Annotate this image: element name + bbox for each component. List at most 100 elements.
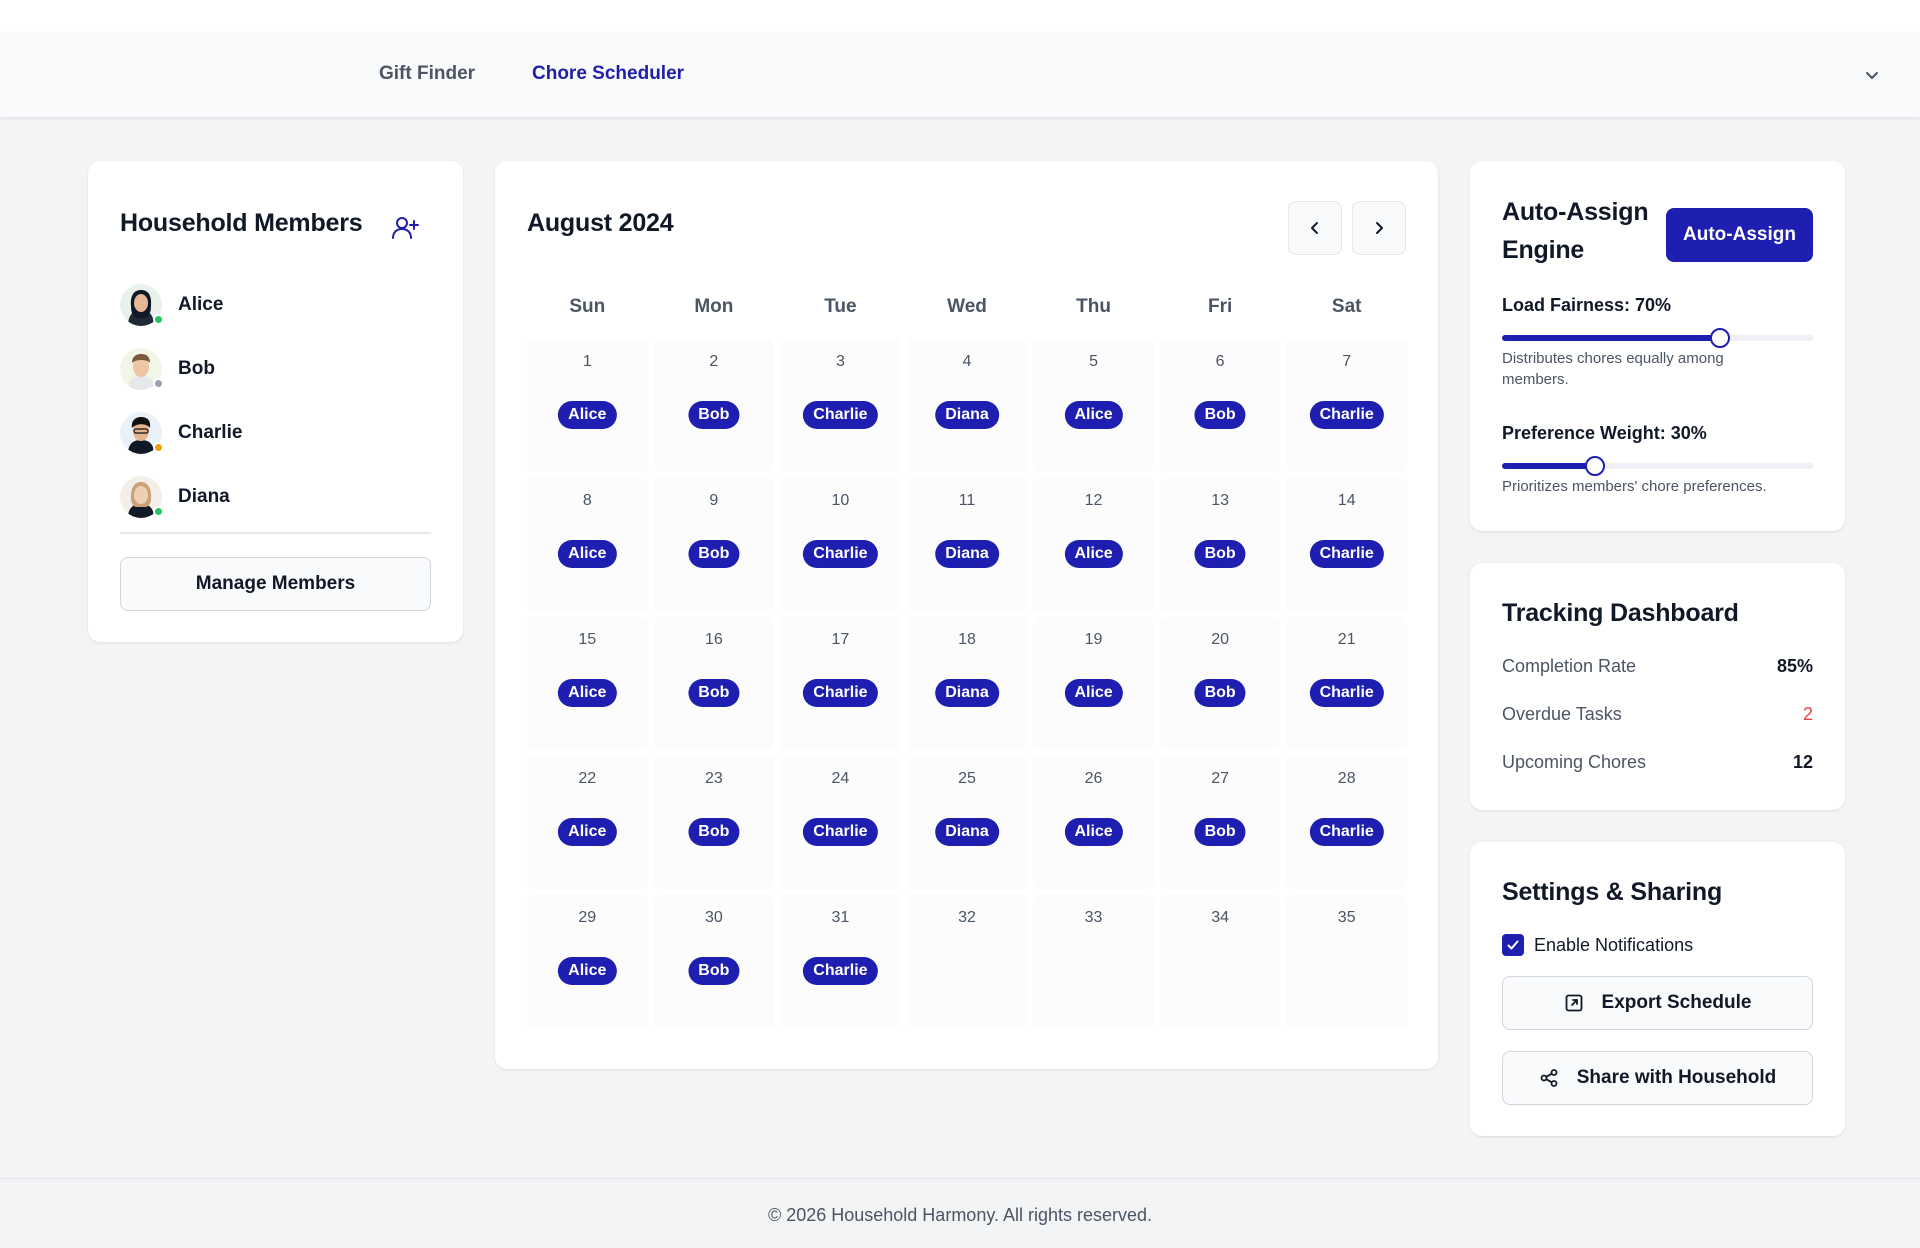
chore-assignee-badge[interactable]: Bob xyxy=(688,401,740,429)
calendar-day[interactable]: 12 Alice xyxy=(1033,478,1154,611)
chore-assignee-badge[interactable]: Bob xyxy=(688,679,740,707)
status-dot xyxy=(153,506,164,517)
calendar-day[interactable]: 20 Bob xyxy=(1159,617,1281,750)
chore-assignee-badge[interactable]: Charlie xyxy=(803,401,878,429)
slider-fill xyxy=(1502,335,1720,341)
next-month-button[interactable] xyxy=(1352,201,1406,255)
member-bob[interactable]: Bob xyxy=(120,337,431,401)
chevron-left-icon xyxy=(1311,222,1318,234)
prev-month-button[interactable] xyxy=(1288,201,1342,255)
calendar-day[interactable]: 21 Charlie xyxy=(1286,617,1407,750)
chevron-down-icon[interactable] xyxy=(1862,65,1882,85)
member-diana[interactable]: Diana xyxy=(120,465,431,529)
calendar-day[interactable]: 17 Charlie xyxy=(780,617,901,750)
notifications-label: Enable Notifications xyxy=(1534,934,1694,955)
calendar-day[interactable]: 16 Bob xyxy=(653,617,775,750)
nav-chore-scheduler[interactable]: Chore Scheduler xyxy=(532,63,685,84)
calendar-day[interactable]: 13 Bob xyxy=(1159,478,1281,611)
chore-assignee-badge[interactable]: Alice xyxy=(1064,679,1123,707)
chore-assignee-badge[interactable]: Diana xyxy=(935,679,999,707)
calendar-day[interactable]: 25 Diana xyxy=(906,756,1028,889)
chore-assignee-badge[interactable]: Diana xyxy=(935,401,999,429)
calendar-day[interactable]: 7 Charlie xyxy=(1286,339,1407,472)
enable-notifications-checkbox[interactable]: Enable Notifications xyxy=(1502,934,1693,956)
calendar-day[interactable]: 24 Charlie xyxy=(780,756,901,889)
chore-assignee-badge[interactable]: Charlie xyxy=(1309,540,1384,568)
chore-assignee-badge[interactable]: Diana xyxy=(935,818,999,846)
nav-gift-finder[interactable]: Gift Finder xyxy=(379,63,476,84)
calendar-day[interactable]: 23 Bob xyxy=(653,756,775,889)
user-plus-icon[interactable] xyxy=(388,211,422,245)
calendar-day[interactable]: 34 xyxy=(1159,895,1281,1028)
chore-assignee-badge[interactable]: Bob xyxy=(1194,540,1246,568)
chore-assignee-badge[interactable]: Charlie xyxy=(803,818,878,846)
check-icon[interactable] xyxy=(1502,934,1524,956)
chore-assignee-badge[interactable]: Alice xyxy=(558,540,617,568)
slider-thumb[interactable] xyxy=(1585,456,1606,476)
calendar-day[interactable]: 8 Alice xyxy=(527,478,648,611)
calendar-day[interactable]: 35 xyxy=(1286,895,1407,1028)
chore-assignee-badge[interactable]: Alice xyxy=(1064,401,1123,429)
member-charlie[interactable]: Charlie xyxy=(120,401,431,465)
chore-assignee-badge[interactable]: Diana xyxy=(935,540,999,568)
calendar-day[interactable]: 33 xyxy=(1033,895,1154,1028)
manage-members-button[interactable]: Manage Members xyxy=(120,557,431,611)
day-number: 26 xyxy=(1084,770,1103,787)
load-fairness-slider[interactable] xyxy=(1502,328,1813,348)
calendar-day[interactable]: 29 Alice xyxy=(527,895,648,1028)
chore-assignee-badge[interactable]: Bob xyxy=(1194,818,1246,846)
chore-assignee-badge[interactable]: Charlie xyxy=(803,540,878,568)
calendar-day[interactable]: 9 Bob xyxy=(653,478,775,611)
calendar-day[interactable]: 1 Alice xyxy=(527,339,648,472)
chore-assignee-badge[interactable]: Charlie xyxy=(1309,818,1384,846)
calendar-day[interactable]: 28 Charlie xyxy=(1286,756,1407,889)
chore-assignee-badge[interactable]: Alice xyxy=(558,401,617,429)
share-household-button[interactable]: Share with Household xyxy=(1502,1051,1813,1105)
chore-assignee-badge[interactable]: Charlie xyxy=(803,679,878,707)
calendar-day[interactable]: 31 Charlie xyxy=(780,895,901,1028)
slider-thumb[interactable] xyxy=(1709,328,1730,348)
chore-assignee-badge[interactable]: Alice xyxy=(1064,540,1123,568)
chore-assignee-badge[interactable]: Bob xyxy=(1194,401,1246,429)
calendar-day[interactable]: 26 Alice xyxy=(1033,756,1154,889)
member-alice[interactable]: Alice xyxy=(120,273,431,337)
chore-assignee-badge[interactable]: Bob xyxy=(1194,679,1246,707)
calendar-day[interactable]: 6 Bob xyxy=(1159,339,1281,472)
day-number: 7 xyxy=(1342,353,1352,370)
calendar-day[interactable]: 11 Diana xyxy=(906,478,1028,611)
avatar xyxy=(120,348,164,390)
auto-assign-button[interactable]: Auto-Assign xyxy=(1666,208,1813,262)
calendar-day[interactable]: 27 Bob xyxy=(1159,756,1281,889)
export-icon xyxy=(1565,994,1582,1012)
chore-assignee-badge[interactable]: Bob xyxy=(688,818,740,846)
calendar-day[interactable]: 14 Charlie xyxy=(1286,478,1407,611)
calendar-day[interactable]: 30 Bob xyxy=(653,895,775,1028)
calendar-day[interactable]: 2 Bob xyxy=(653,339,775,472)
preference-weight-slider[interactable] xyxy=(1502,456,1813,476)
calendar-day[interactable]: 3 Charlie xyxy=(780,339,901,472)
status-dot xyxy=(153,314,164,325)
chore-assignee-badge[interactable]: Alice xyxy=(558,957,617,985)
calendar-day[interactable]: 5 Alice xyxy=(1033,339,1154,472)
calendar-day[interactable]: 4 Diana xyxy=(906,339,1028,472)
member-name: Bob xyxy=(178,358,215,379)
chore-assignee-badge[interactable]: Bob xyxy=(688,540,740,568)
calendar-day[interactable]: 15 Alice xyxy=(527,617,648,750)
day-number: 15 xyxy=(578,631,597,648)
metric-label: Upcoming Chores xyxy=(1502,752,1647,772)
chore-assignee-badge[interactable]: Alice xyxy=(558,679,617,707)
chore-assignee-badge[interactable]: Charlie xyxy=(1309,679,1384,707)
chore-assignee-badge[interactable]: Bob xyxy=(688,957,740,985)
chore-assignee-badge[interactable]: Charlie xyxy=(803,957,878,985)
export-schedule-button[interactable]: Export Schedule xyxy=(1502,976,1813,1030)
calendar-day[interactable]: 32 xyxy=(906,895,1028,1028)
chore-assignee-badge[interactable]: Charlie xyxy=(1309,401,1384,429)
chore-assignee-badge[interactable]: Alice xyxy=(558,818,617,846)
day-number: 22 xyxy=(578,770,597,787)
calendar-day[interactable]: 10 Charlie xyxy=(780,478,901,611)
calendar-day[interactable]: 19 Alice xyxy=(1033,617,1154,750)
calendar-day[interactable]: 18 Diana xyxy=(906,617,1028,750)
calendar-month-title: August 2024 xyxy=(527,209,674,237)
chore-assignee-badge[interactable]: Alice xyxy=(1064,818,1123,846)
calendar-day[interactable]: 22 Alice xyxy=(527,756,648,889)
